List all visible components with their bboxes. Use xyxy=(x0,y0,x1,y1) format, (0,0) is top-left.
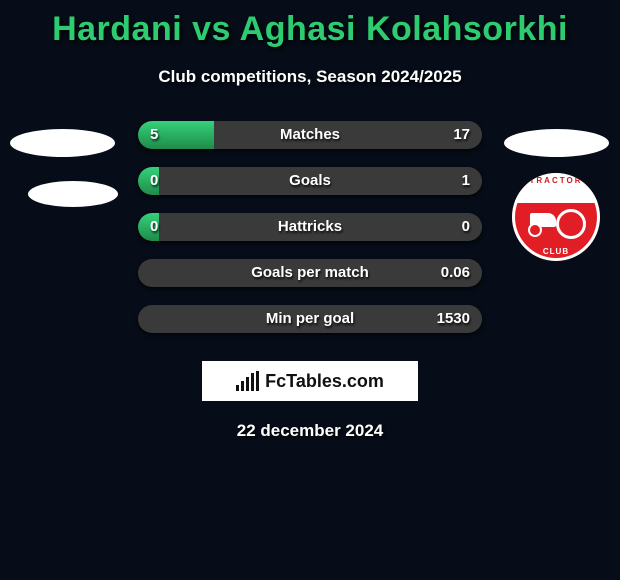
player2-name: Aghasi Kolahsorkhi xyxy=(240,10,568,48)
stat-bar: Matches5 17 xyxy=(138,121,482,149)
date-label: 22 december 2024 xyxy=(0,421,620,441)
page-title: Hardani vs Aghasi Kolahsorkhi xyxy=(0,0,620,49)
stat-label: Hattricks xyxy=(138,213,482,241)
stat-value-left: 0 xyxy=(150,213,158,241)
stat-value-right: 0 xyxy=(462,213,470,241)
stat-bar: Goals per match0.06 xyxy=(138,259,482,287)
stat-bars: Matches517Goals01Hattricks00Goals per ma… xyxy=(138,121,482,333)
stat-label: Min per goal xyxy=(138,305,482,333)
badge-top-text: TRACTOR xyxy=(512,176,600,185)
comparison-infographic: Hardani vs Aghasi Kolahsorkhi Club compe… xyxy=(0,0,620,580)
fctables-logo: FcTables.com xyxy=(202,361,418,401)
brand-prefix: Fc xyxy=(265,371,286,391)
player1-name: Hardani xyxy=(52,10,182,48)
tractor-smallwheel-icon xyxy=(528,223,542,237)
stat-label: Matches xyxy=(138,121,482,149)
stat-value-right: 17 xyxy=(453,121,470,149)
fctables-text: FcTables.com xyxy=(265,371,384,392)
stat-bar: Min per goal1530 xyxy=(138,305,482,333)
stats-zone: TRACTOR CLUB Matches517Goals01Hattricks0… xyxy=(0,121,620,333)
stat-value-right: 1 xyxy=(462,167,470,195)
left-club-logo-2 xyxy=(28,181,118,207)
right-club-logo-1 xyxy=(504,129,609,157)
left-club-logo-1 xyxy=(10,129,115,157)
brand-suffix: Tables.com xyxy=(286,371,384,391)
tractor-wheel-icon xyxy=(556,209,586,239)
stat-bar: Hattricks0 0 xyxy=(138,213,482,241)
bar-chart-icon xyxy=(236,371,259,391)
badge-bottom-text: CLUB xyxy=(512,247,600,256)
vs-label: vs xyxy=(192,10,231,48)
stat-label: Goals per match xyxy=(138,259,482,287)
stat-bar: Goals0 1 xyxy=(138,167,482,195)
subtitle: Club competitions, Season 2024/2025 xyxy=(0,67,620,87)
stat-value-right: 1530 xyxy=(437,305,470,333)
tractor-club-badge: TRACTOR CLUB xyxy=(512,173,600,261)
stat-label: Goals xyxy=(138,167,482,195)
stat-value-left: 5 xyxy=(150,121,158,149)
stat-value-left: 0 xyxy=(150,167,158,195)
stat-value-right: 0.06 xyxy=(441,259,470,287)
